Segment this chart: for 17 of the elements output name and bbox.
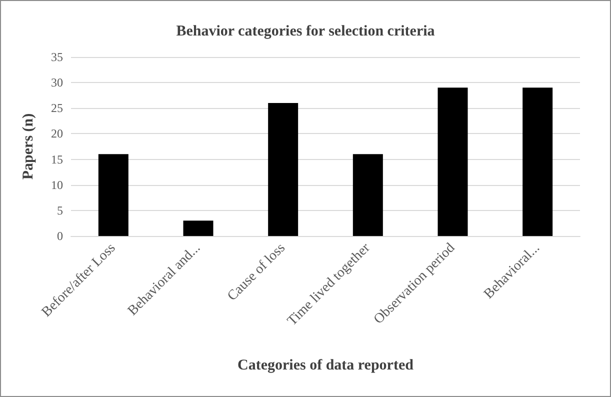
y-tick-label: 0 [57, 229, 63, 243]
bar [183, 220, 214, 236]
y-axis-title: Papers (n) [20, 113, 36, 180]
bar [352, 154, 383, 236]
bar [98, 154, 128, 236]
y-tick-label: 35 [51, 50, 63, 64]
bar [522, 88, 553, 236]
y-tick-label: 15 [51, 152, 63, 166]
y-tick-label: 25 [51, 101, 63, 116]
y-tick-label: 10 [51, 178, 63, 192]
bar [438, 88, 468, 236]
y-tick-label: 20 [51, 126, 63, 141]
x-axis-title: Categories of data reported [238, 358, 414, 374]
chart-title: Behavior categories for selection criteria [176, 24, 436, 40]
bar [268, 103, 298, 236]
y-tick-label: 5 [57, 203, 63, 218]
y-tick-label: 30 [51, 76, 63, 90]
